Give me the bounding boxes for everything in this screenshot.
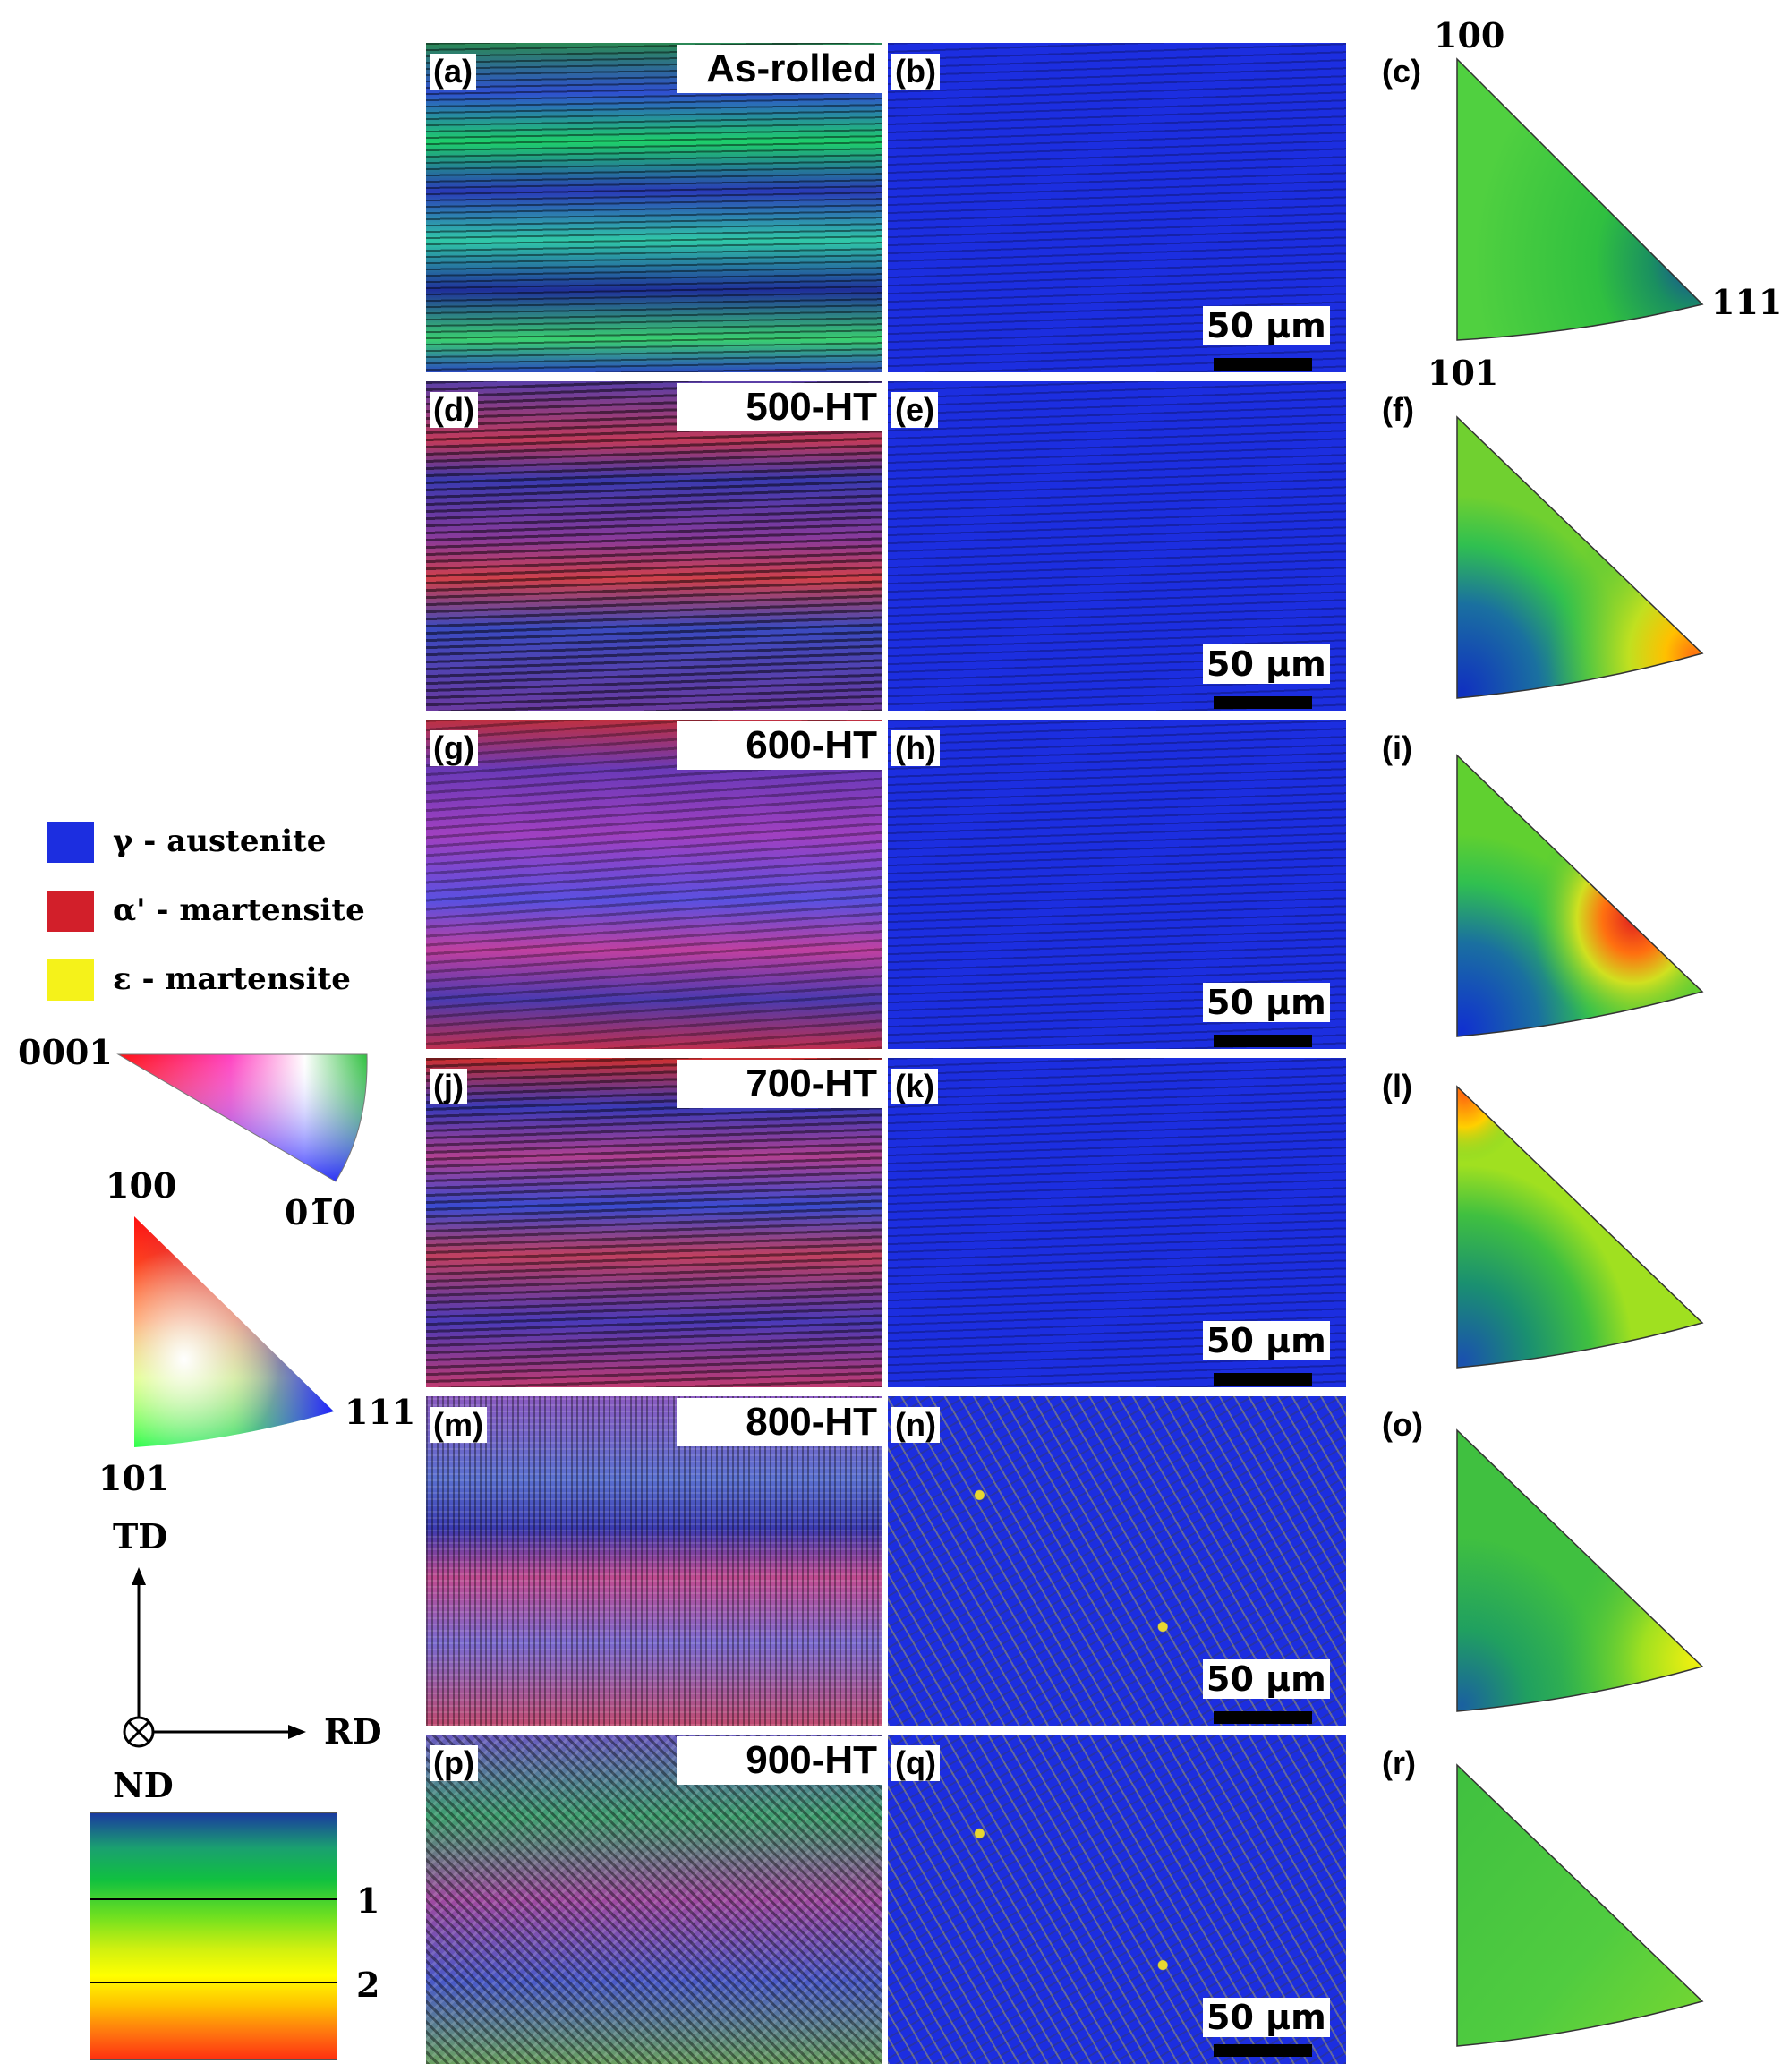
ipf-map-g (426, 720, 882, 1049)
panel-label-p: (p) (430, 1745, 478, 1781)
condition-label-900-ht: 900-HT (677, 1736, 882, 1785)
scale-bar-k (1214, 1373, 1312, 1386)
fcc-key-100-label: 100 (106, 1165, 177, 1206)
panel-label-i: (i) (1378, 730, 1416, 766)
hcp-key-0001-label: 0001 (18, 1032, 113, 1072)
pole-figure-c (1456, 57, 1704, 341)
scale-bar-e (1214, 696, 1312, 709)
panel-label-o: (o) (1378, 1407, 1427, 1443)
panel-label-f: (f) (1378, 392, 1418, 428)
fcc-key-101-label: 101 (98, 1458, 170, 1498)
hcp-color-key (116, 1053, 368, 1182)
alpha-martensite-label: α' - martensite (113, 892, 365, 928)
scale-bar-label-n: 50 μm (1203, 1659, 1330, 1699)
scale-bar-q (1214, 2044, 1312, 2057)
ipf-map-a (426, 43, 882, 372)
ipf-map-d (426, 381, 882, 711)
panel-label-j: (j) (430, 1069, 467, 1104)
panel-label-l: (l) (1378, 1069, 1416, 1104)
intensity-colorbar (90, 1812, 337, 2060)
panel-label-g: (g) (430, 730, 478, 766)
td-axis-label: TD (113, 1516, 168, 1556)
intensity-level-1: 1 (356, 1880, 380, 1921)
pole-figure-i (1456, 754, 1704, 1037)
scale-bar-b (1214, 358, 1312, 371)
ipf-map-j (426, 1058, 882, 1387)
pole-figure-l (1456, 1085, 1704, 1369)
pole-c-111-label: 111 (1711, 282, 1783, 322)
pole-figure-f (1456, 415, 1704, 699)
scale-bar-label-b: 50 μm (1203, 306, 1330, 345)
pole-c-100-label: 100 (1434, 15, 1505, 55)
scale-bar-label-k: 50 μm (1203, 1321, 1330, 1360)
panel-label-r: (r) (1378, 1745, 1419, 1781)
fcc-color-key (134, 1216, 334, 1447)
condition-label-600-ht: 600-HT (677, 721, 882, 770)
hcp-key-0110-label: 01̅0 (285, 1192, 356, 1232)
panel-label-e: (e) (891, 392, 938, 428)
austenite-label: γ - austenite (113, 823, 327, 859)
panel-label-n: (n) (891, 1407, 940, 1443)
rd-axis-label: RD (324, 1711, 382, 1752)
condition-label-800-ht: 800-HT (677, 1398, 882, 1446)
phase-map-q (888, 1735, 1346, 2064)
ipf-map-m (426, 1396, 882, 1726)
panel-label-b: (b) (891, 54, 940, 90)
condition-label-as-rolled: As-rolled (677, 45, 882, 93)
ipf-map-p (426, 1735, 882, 2064)
pole-figure-o (1456, 1428, 1704, 1712)
epsilon-martensite-label: ε - martensite (113, 961, 351, 997)
panel-label-q: (q) (891, 1745, 940, 1781)
condition-label-700-ht: 700-HT (677, 1060, 882, 1108)
epsilon-martensite-swatch (47, 959, 94, 1001)
scale-bar-h (1214, 1035, 1312, 1047)
scale-bar-label-e: 50 μm (1203, 644, 1330, 684)
panel-label-m: (m) (430, 1407, 487, 1443)
intensity-level-2: 2 (356, 1965, 380, 2005)
pole-figure-r (1456, 1763, 1704, 2047)
condition-label-500-ht: 500-HT (677, 383, 882, 431)
scale-bar-n (1214, 1711, 1312, 1724)
scale-bar-label-h: 50 μm (1203, 983, 1330, 1022)
austenite-swatch (47, 822, 94, 863)
panel-label-k: (k) (891, 1069, 938, 1104)
panel-label-c: (c) (1378, 54, 1425, 90)
nd-axis-label: ND (113, 1765, 174, 1805)
sample-axes (123, 1567, 306, 1748)
pole-c-101-label: 101 (1428, 353, 1499, 393)
alpha-martensite-swatch (47, 891, 94, 932)
panel-label-h: (h) (891, 730, 940, 766)
phase-map-h (888, 720, 1346, 1049)
scale-bar-label-q: 50 μm (1203, 1998, 1330, 2037)
fcc-key-111-label: 111 (345, 1392, 416, 1432)
panel-label-a: (a) (430, 54, 476, 90)
panel-label-d: (d) (430, 392, 478, 428)
